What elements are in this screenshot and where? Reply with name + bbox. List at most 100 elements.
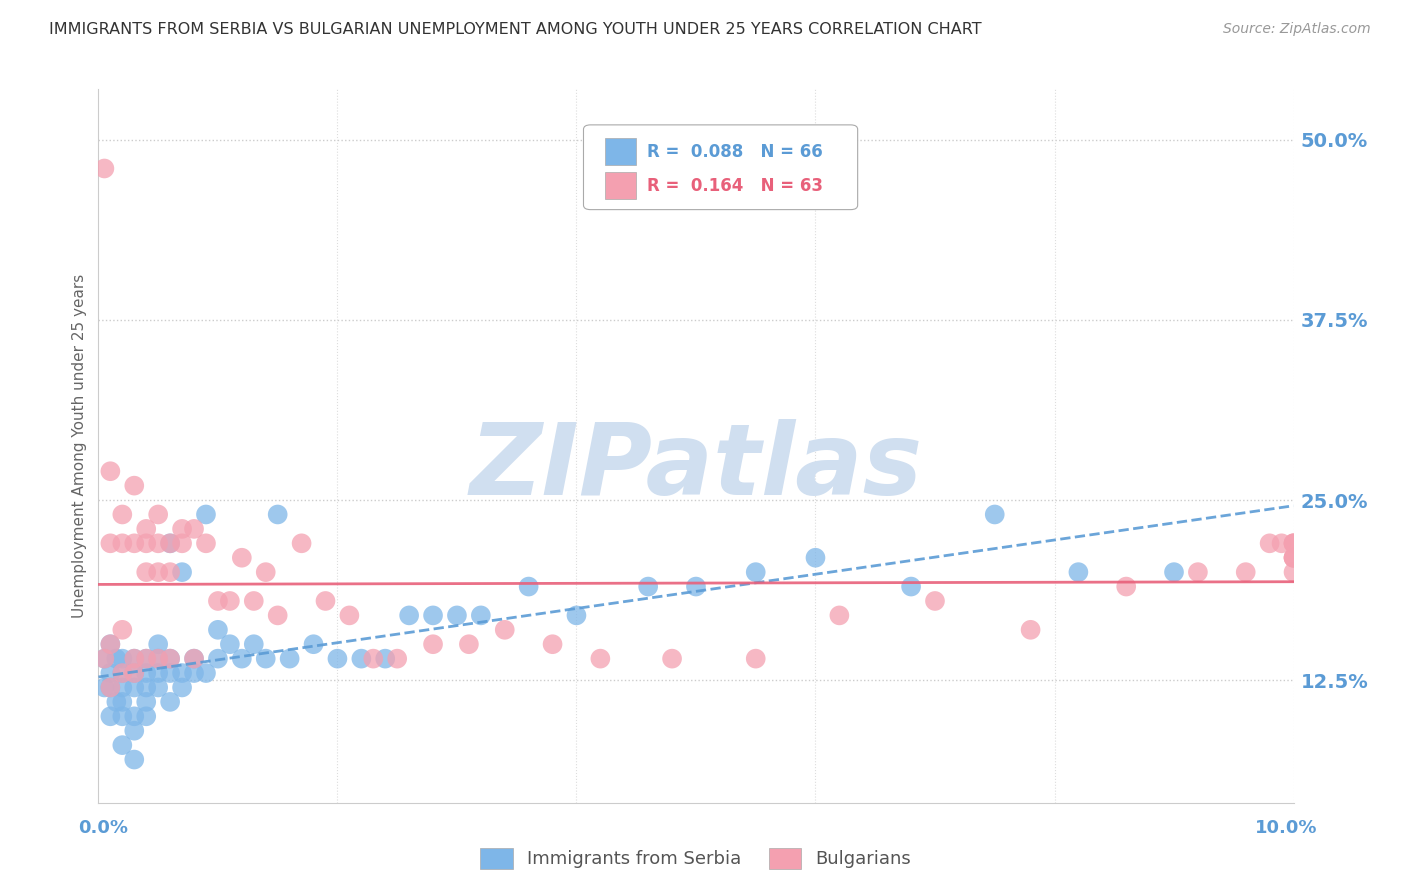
Point xyxy=(124,651,146,665)
Point xyxy=(100,709,122,723)
Point xyxy=(135,536,157,550)
Point xyxy=(93,161,115,176)
Point xyxy=(1282,565,1305,579)
Point xyxy=(124,651,146,665)
Point xyxy=(385,651,409,665)
Point xyxy=(1187,565,1209,579)
Text: 0.0%: 0.0% xyxy=(77,819,128,837)
Point xyxy=(231,550,253,565)
Text: Source: ZipAtlas.com: Source: ZipAtlas.com xyxy=(1223,22,1371,37)
Point xyxy=(326,651,349,665)
Point xyxy=(195,536,218,550)
Point xyxy=(984,508,1007,522)
Point xyxy=(924,594,946,608)
Point xyxy=(135,709,157,723)
Point xyxy=(135,651,157,665)
Point xyxy=(100,464,122,478)
Point xyxy=(243,637,266,651)
Point xyxy=(124,666,146,681)
Point xyxy=(93,651,115,665)
Point xyxy=(458,637,481,651)
Point xyxy=(1282,550,1305,565)
Point xyxy=(1258,536,1281,550)
Text: R =  0.088   N = 66: R = 0.088 N = 66 xyxy=(647,143,823,161)
Point xyxy=(363,651,385,665)
Point xyxy=(172,522,194,536)
Point xyxy=(470,608,492,623)
Point xyxy=(278,651,301,665)
Point xyxy=(637,580,659,594)
Point xyxy=(219,637,242,651)
Point xyxy=(231,651,253,665)
Y-axis label: Unemployment Among Youth under 25 years: Unemployment Among Youth under 25 years xyxy=(72,274,87,618)
Point xyxy=(100,637,122,651)
Point xyxy=(111,709,134,723)
Point xyxy=(243,594,266,608)
Point xyxy=(172,565,194,579)
Point xyxy=(100,637,122,651)
Point xyxy=(398,608,420,623)
Point xyxy=(207,594,229,608)
Point xyxy=(1115,580,1137,594)
Point xyxy=(183,522,205,536)
Point xyxy=(124,478,146,492)
Point xyxy=(135,695,157,709)
Point xyxy=(1282,550,1305,565)
Point xyxy=(267,508,290,522)
Point xyxy=(159,695,181,709)
Point xyxy=(148,681,170,695)
Point xyxy=(422,637,444,651)
Point xyxy=(93,681,115,695)
Point xyxy=(159,651,181,665)
Point xyxy=(105,695,128,709)
Point xyxy=(1271,536,1294,550)
Point xyxy=(159,565,181,579)
Point xyxy=(350,651,373,665)
Point xyxy=(745,565,768,579)
Point xyxy=(172,666,194,681)
Point xyxy=(93,651,115,665)
Text: R =  0.164   N = 63: R = 0.164 N = 63 xyxy=(647,177,823,194)
Point xyxy=(494,623,516,637)
Point xyxy=(111,681,134,695)
Point xyxy=(135,565,157,579)
Point xyxy=(291,536,314,550)
Point xyxy=(111,695,134,709)
Point xyxy=(111,651,134,665)
Point xyxy=(207,623,229,637)
Text: ZIPatlas: ZIPatlas xyxy=(470,419,922,516)
Point xyxy=(207,651,229,665)
Point xyxy=(111,666,134,681)
Point xyxy=(195,666,218,681)
Point xyxy=(159,666,181,681)
Point xyxy=(148,651,170,665)
Point xyxy=(1282,550,1305,565)
Point xyxy=(195,508,218,522)
Point xyxy=(124,709,146,723)
Point xyxy=(159,536,181,550)
Point xyxy=(1282,536,1305,550)
Point xyxy=(422,608,444,623)
Point xyxy=(100,681,122,695)
Point xyxy=(254,565,277,579)
Point xyxy=(124,536,146,550)
Point xyxy=(111,508,134,522)
Point xyxy=(111,536,134,550)
Point xyxy=(124,723,146,738)
Point xyxy=(1067,565,1090,579)
Point xyxy=(124,753,146,767)
Point xyxy=(148,666,170,681)
Point xyxy=(148,508,170,522)
Point xyxy=(446,608,468,623)
Point xyxy=(135,522,157,536)
Point xyxy=(135,651,157,665)
Point xyxy=(339,608,360,623)
Point xyxy=(148,651,170,665)
Point xyxy=(148,637,170,651)
Point xyxy=(100,536,122,550)
Point xyxy=(100,666,122,681)
Point xyxy=(148,565,170,579)
Point xyxy=(565,608,588,623)
Point xyxy=(159,536,181,550)
Point xyxy=(111,623,134,637)
